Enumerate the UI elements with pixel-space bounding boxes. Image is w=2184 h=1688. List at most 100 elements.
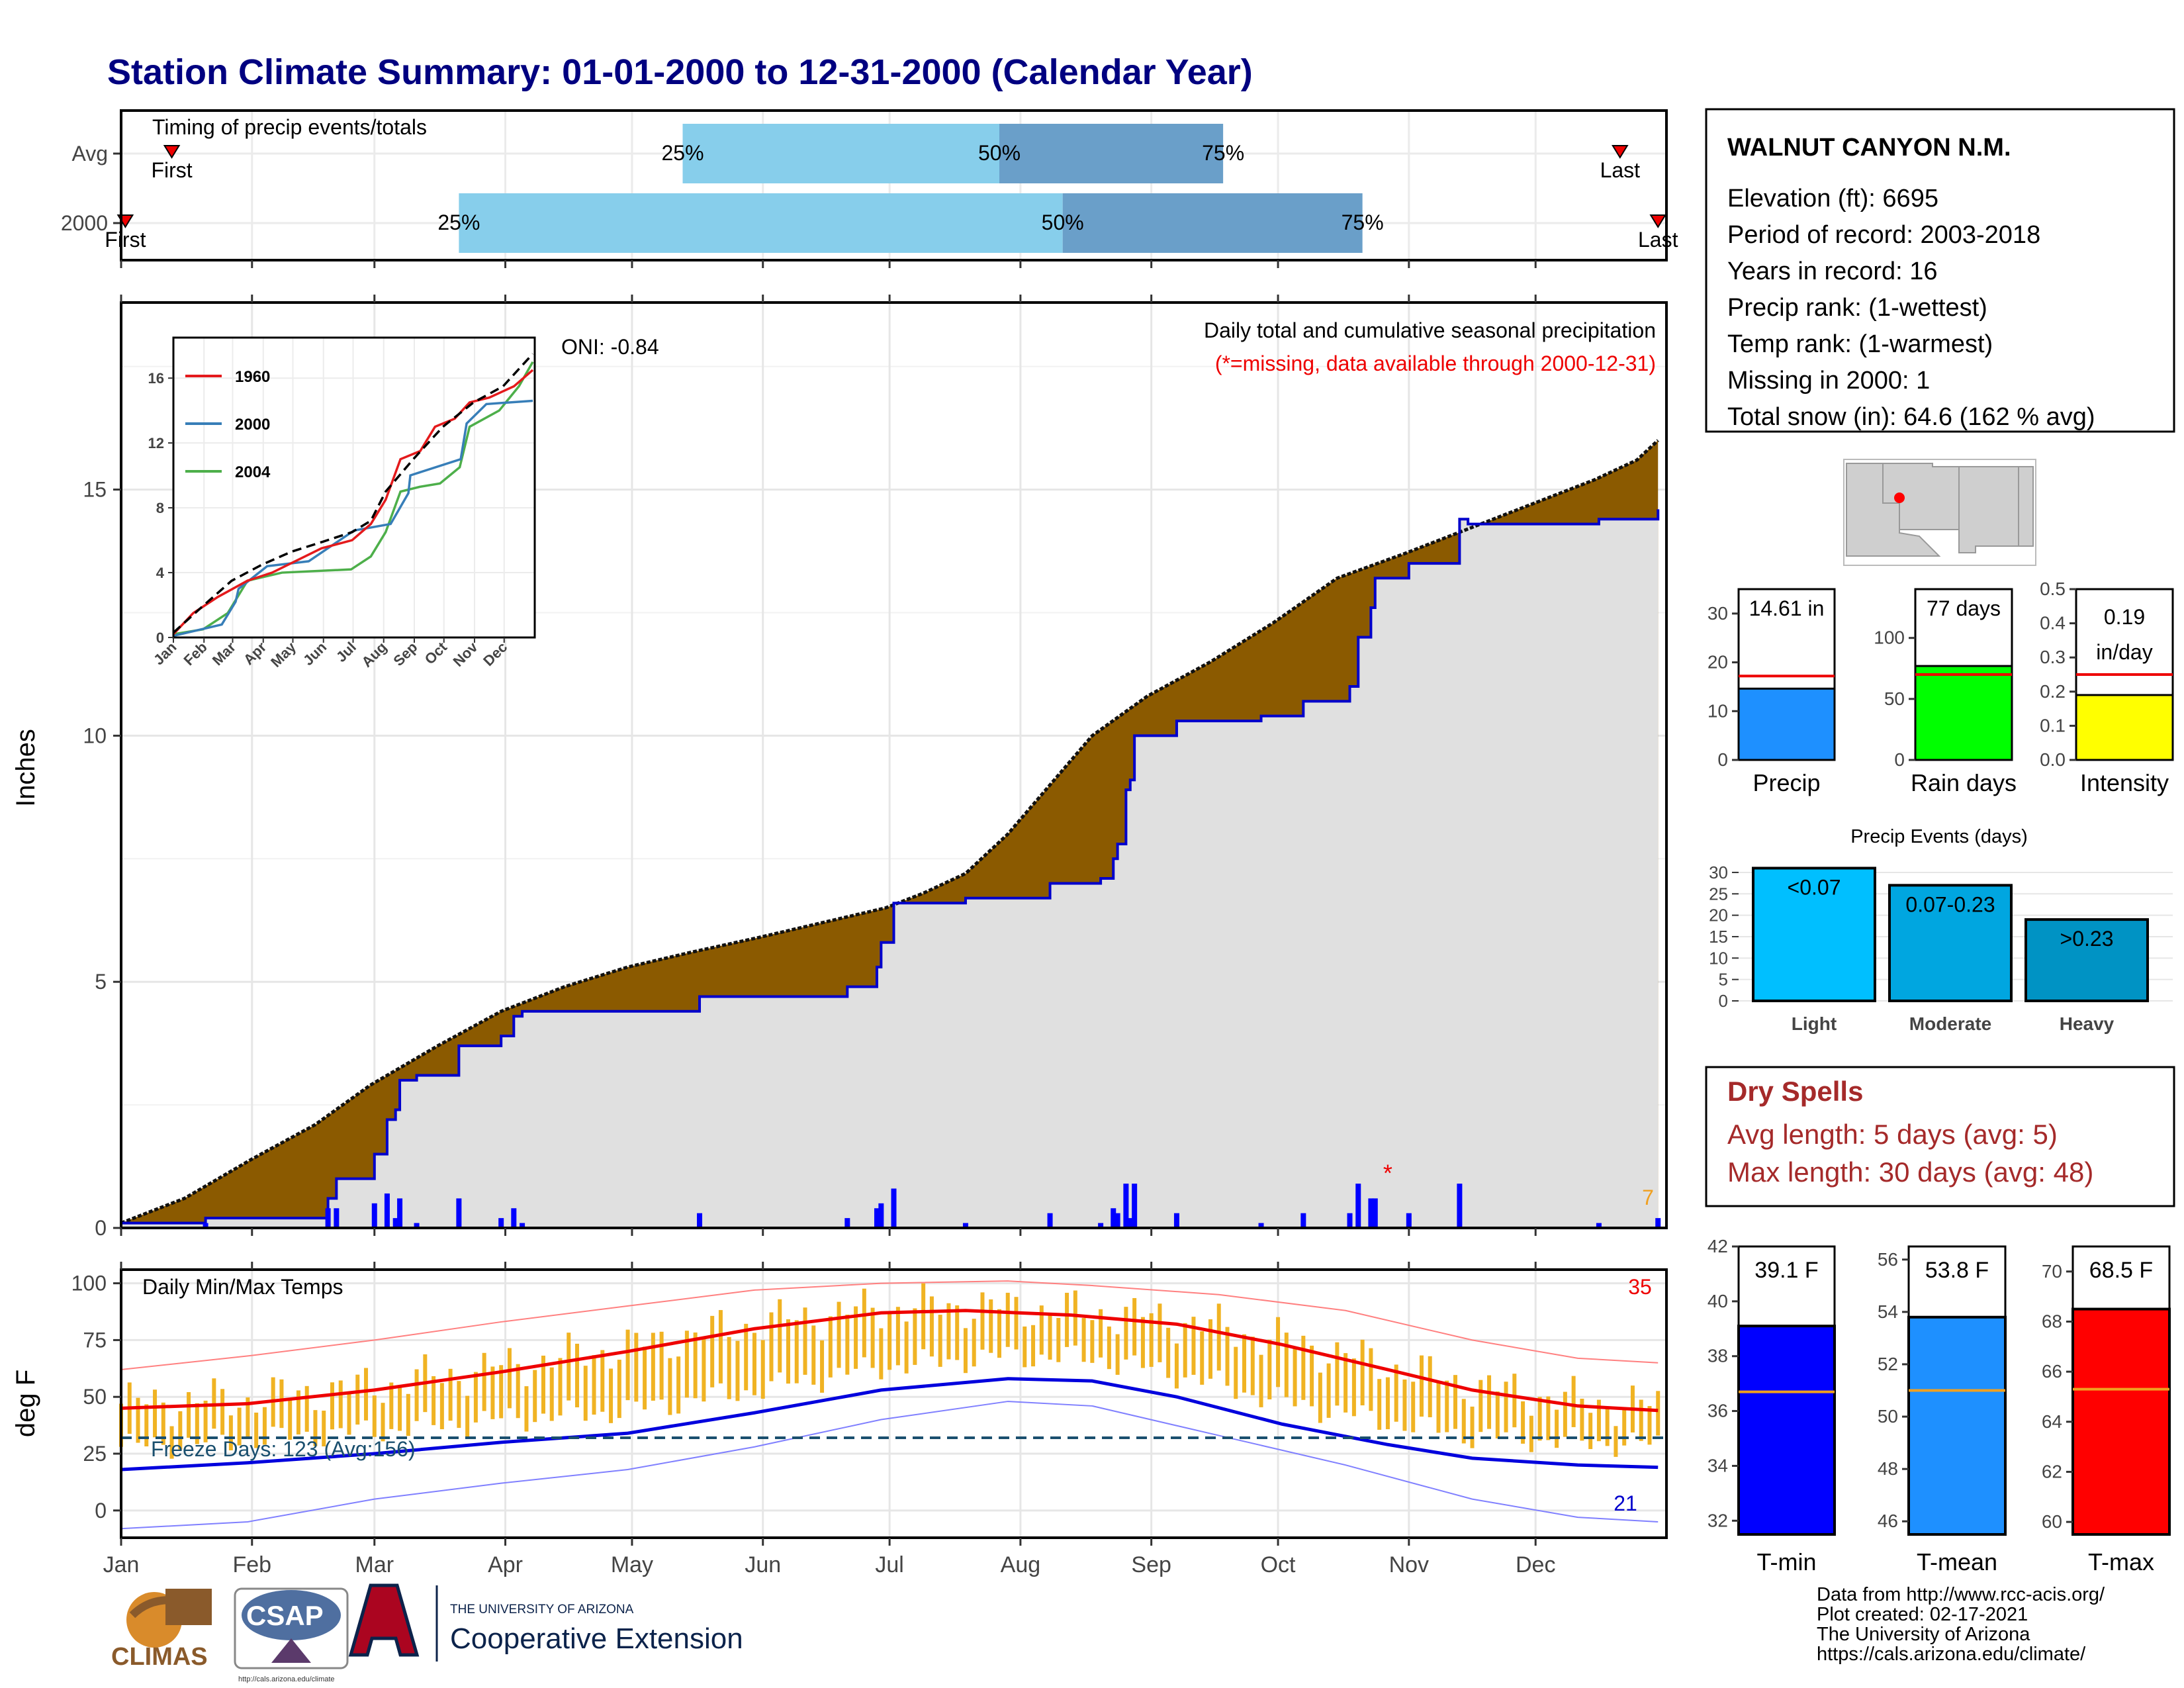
events-bar-value-label: <0.07 (1788, 875, 1841, 899)
daily-temp-bar (1656, 1391, 1661, 1436)
temp-bar-label: T-max (2088, 1548, 2154, 1575)
daily-temp-bar (760, 1340, 765, 1399)
daily-temp-bar (254, 1412, 259, 1448)
inset-y-tick-label: 0 (156, 630, 164, 646)
station-location-marker (1894, 492, 1905, 503)
daily-temp-bar (811, 1325, 816, 1385)
daily-temp-bar (1166, 1327, 1171, 1378)
daily-temp-bar (1023, 1326, 1027, 1368)
daily-temp-bar (980, 1292, 985, 1350)
daily-temp-bar (955, 1305, 960, 1360)
daily-temp-bar (1546, 1396, 1551, 1440)
daily-temp-bar (904, 1321, 909, 1374)
summary-value-label-intensity: 0.19 (2104, 605, 2145, 629)
month-tick-label: Apr (488, 1552, 523, 1577)
daily-temp-bar (1369, 1348, 1373, 1411)
daily-precip-bar (1355, 1184, 1361, 1228)
temp-bar-y-tick-label: 36 (1707, 1401, 1728, 1421)
hot-days-count: 35 (1628, 1275, 1652, 1299)
daily-temp-bar (837, 1301, 841, 1368)
daily-temp-bar (1335, 1342, 1340, 1406)
month-tick-label: Sep (1131, 1552, 1171, 1577)
daily-temp-bar (406, 1393, 410, 1436)
avg-max-line (120, 1309, 1659, 1413)
climas-logo-text: CLIMAS (111, 1643, 208, 1671)
inset-legend-label: 1960 (235, 368, 270, 386)
month-tick-label: Jul (875, 1552, 903, 1577)
daily-temp-bar (448, 1368, 453, 1421)
timing-p75-label: 75% (1202, 141, 1244, 165)
daily-temp-bar (1259, 1354, 1263, 1407)
daily-precip-bar (498, 1218, 504, 1228)
cooperative-extension: Cooperative Extension (450, 1622, 743, 1655)
month-tick-label: May (611, 1552, 653, 1577)
daily-temp-bar (372, 1395, 377, 1437)
month-tick-label: Jun (745, 1552, 781, 1577)
inset-border (172, 336, 536, 639)
temp-chart: Daily Min/Max Temps Freeze Days: 123 (Avg… (11, 1262, 1668, 1577)
daily-temp-bar (794, 1320, 799, 1383)
daily-temp-bar (220, 1389, 225, 1435)
timing-last-marker (1612, 145, 1629, 159)
avg-min-line (120, 1377, 1659, 1472)
daily-temp-bar (938, 1315, 942, 1367)
temp-bar-y-tick-label: 46 (1878, 1511, 1898, 1531)
inset-legend-label: 2000 (235, 416, 270, 434)
daily-temp-bar (643, 1346, 647, 1410)
daily-temp-bar (1056, 1317, 1061, 1362)
daily-temp-bar (929, 1296, 934, 1357)
daily-temp-bar (1158, 1303, 1162, 1362)
precip-border (120, 301, 1668, 1229)
daily-temp-bar (516, 1364, 520, 1419)
daily-temp-bar (1014, 1297, 1019, 1350)
daily-temp-bar (1563, 1391, 1567, 1437)
daily-precip-bar (1173, 1213, 1179, 1228)
precip-y-axis-label: Inches (11, 729, 40, 807)
summary-bar-raindays (1914, 665, 2013, 761)
daily-temp-bar (1031, 1325, 1036, 1367)
station-info-line: Missing in 2000: 1 (1727, 367, 1930, 395)
daily-temp-bar (1555, 1409, 1559, 1448)
daily-precip-bar (325, 1208, 331, 1228)
daily-temp-bar (1216, 1303, 1221, 1371)
daily-precip-bar (844, 1218, 850, 1228)
missing-data-marker: * (1383, 1159, 1392, 1186)
temp-bar-t-mean (1907, 1315, 2007, 1536)
daily-temp-bar (304, 1385, 309, 1432)
timing-p75-label: 75% (1342, 211, 1384, 234)
events-x-label: Light (1792, 1013, 1837, 1034)
inset-avg-line (172, 353, 534, 633)
temp-bar-y-tick-label: 38 (1707, 1346, 1728, 1366)
timing-clip (0, 109, 121, 261)
daily-temp-bar (178, 1411, 183, 1450)
daily-temp-bar (583, 1366, 588, 1421)
events-bar-heavy (2025, 918, 2149, 1002)
dry-spells-max: Max length: 30 days (avg: 48) (1727, 1156, 2093, 1188)
summary-y-tick-label: 0.5 (2040, 579, 2066, 599)
precip-count-label: 7 (1642, 1186, 1654, 1209)
daily-temp-bar (1267, 1339, 1272, 1399)
daily-temp-bar (237, 1407, 242, 1446)
summary-bar-label-intensity: Intensity (2080, 769, 2169, 796)
temp-bar-label: T-mean (1917, 1548, 1997, 1575)
daily-temp-bar (1115, 1334, 1120, 1375)
daily-temp-bar (228, 1415, 233, 1450)
daily-precip-bar (1258, 1223, 1264, 1228)
daily-temp-bar (1521, 1401, 1525, 1444)
daily-temp-bar (1385, 1377, 1390, 1430)
daily-precip-bar (203, 1223, 208, 1228)
daily-temp-bar (913, 1308, 917, 1365)
daily-precip-bar (1127, 1218, 1133, 1228)
daily-temp-bar (1461, 1399, 1466, 1444)
daily-temp-bar (1124, 1307, 1128, 1360)
timing-p50-label: 50% (978, 141, 1021, 165)
station-info-box: WALNUT CANYON N.M. Elevation (ft): 6695 P… (1705, 108, 2175, 433)
station-info-line: Elevation (ft): 6695 (1727, 185, 1938, 212)
station-info-line: Period of record: 2003-2018 (1727, 221, 2040, 249)
timing-bar-q1 (682, 124, 999, 183)
daily-precip-bar (878, 1203, 884, 1228)
timing-first-label: First (151, 158, 192, 182)
csap-url: http://cals.arizona.edu/climate (238, 1675, 335, 1683)
temp-background (121, 1270, 1666, 1538)
timing-p25-label: 25% (661, 141, 704, 165)
